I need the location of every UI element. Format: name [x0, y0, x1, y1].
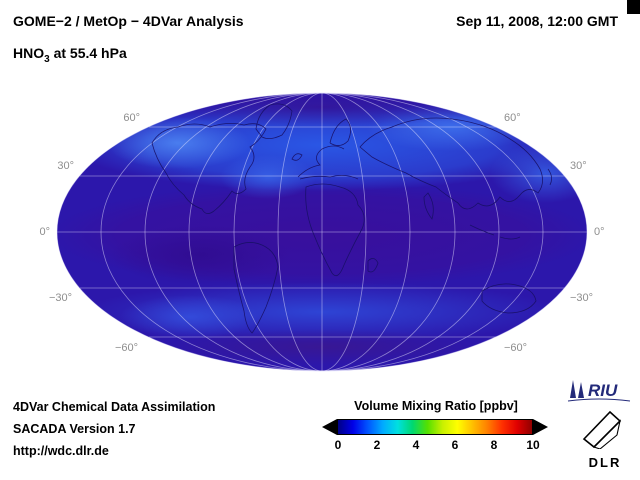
lat-label: −30° [570, 292, 593, 304]
dlr-logo: DLR [578, 407, 632, 470]
cathedral-icon [570, 380, 584, 398]
colorbar-tick-label: 6 [451, 438, 459, 452]
riu-underline [567, 398, 631, 402]
lat-label: 30° [570, 160, 587, 172]
corner-artifact [627, 0, 640, 14]
dlr-logo-text: DLR [588, 455, 622, 470]
colorbar-tick-label: 8 [490, 438, 498, 452]
colorbar-tick-label: 10 [526, 438, 540, 452]
lat-label: 60° [504, 112, 521, 124]
footer-line-url: http://wdc.dlr.de [13, 444, 109, 458]
colorbar-title: Volume Mixing Ratio [ppbv] [354, 399, 518, 413]
footer-line-assimilation: 4DVar Chemical Data Assimilation [13, 400, 216, 414]
colorbar-tick-label: 0 [334, 438, 342, 452]
dlr-wing-icon [582, 410, 622, 450]
lat-label: −60° [115, 342, 138, 354]
latitude-labels: 60° 30° 0° −30° −60° 60° 30° 0° −30° −60… [39, 112, 604, 354]
lat-label: 0° [39, 226, 50, 238]
species-subtitle: HNO3 at 55.4 hPa [13, 45, 127, 65]
colorbar [322, 418, 548, 435]
riu-logo-text: RIU [588, 381, 618, 400]
coastlines [151, 103, 552, 334]
colorbar-left-arrow-icon [322, 418, 337, 435]
colorbar-ticks: 0 2 4 6 8 10 [322, 438, 548, 452]
plot-title: GOME−2 / MetOp − 4DVar Analysis [13, 13, 244, 29]
species-name: HNO [13, 45, 45, 61]
species-subscript: 3 [44, 53, 50, 65]
footer-line-version: SACADA Version 1.7 [13, 422, 136, 436]
colorbar-right-arrow-icon [533, 418, 548, 435]
lat-label: −60° [504, 342, 527, 354]
lat-label: 0° [594, 226, 605, 238]
lat-label: 30° [57, 160, 74, 172]
colorbar-tick-label: 4 [412, 438, 420, 452]
timestamp: Sep 11, 2008, 12:00 GMT [456, 13, 618, 29]
graticule [56, 92, 588, 372]
lat-label: −30° [49, 292, 72, 304]
colorbar-gradient [337, 418, 533, 435]
world-map: 60° 30° 0° −30° −60° 60° 30° 0° −30° −60… [39, 92, 605, 372]
vmr-field [57, 93, 587, 371]
lat-label: 60° [123, 112, 140, 124]
colorbar-tick-label: 2 [373, 438, 381, 452]
species-level: at 55.4 hPa [49, 45, 127, 61]
riu-logo: RIU [566, 377, 632, 409]
